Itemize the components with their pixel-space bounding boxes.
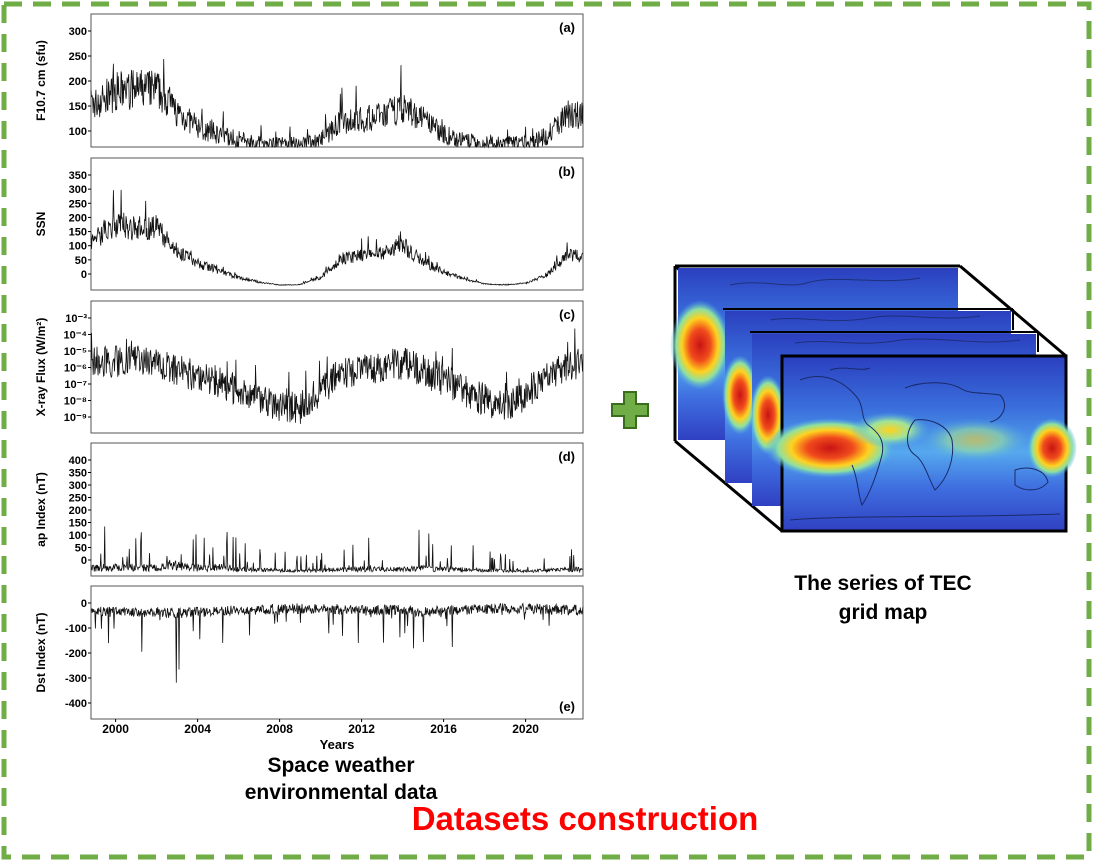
space-weather-caption: Space weather environmental data — [236, 752, 446, 806]
y-tick-label: 350 — [69, 468, 87, 480]
panel-tag: (c) — [559, 307, 575, 322]
y-tick-label: 10⁻³ — [65, 313, 87, 325]
y-tick-label: 150 — [69, 227, 87, 239]
y-tick-label: 250 — [69, 198, 87, 210]
panel-c: 10⁻³ 10⁻⁴ 10⁻⁵ 10⁻⁶ 10⁻⁷ 10⁻⁸ 10⁻⁹ X-ray Flux (… — [34, 300, 584, 434]
x-tick-label: 2020 — [512, 722, 539, 736]
x-tick-label: 2004 — [184, 722, 211, 736]
y-tick-label: 250 — [69, 493, 87, 505]
series-line-b — [90, 189, 584, 286]
panel-e: 0 -100 -200 -300 -400 Dst Index (nT) (e) — [34, 585, 584, 720]
y-tick-label: 50 — [75, 543, 87, 555]
y-tick-label: -100 — [65, 623, 87, 635]
x-tick-label: 2016 — [430, 722, 457, 736]
continent-outlines — [789, 367, 1061, 521]
series-line-e — [90, 602, 584, 683]
tec-map-stack — [670, 264, 1077, 533]
y-axis-label: SSN — [34, 212, 48, 237]
y-tick-label: 10⁻⁹ — [64, 412, 87, 424]
panel-tag: (a) — [559, 20, 575, 35]
y-axis-label: ap Index (nT) — [34, 472, 48, 547]
x-tick-label: 2000 — [102, 722, 129, 736]
y-tick-label: -400 — [65, 698, 87, 710]
y-tick-label: 300 — [69, 26, 87, 38]
panel-b: 350 300 250 200 150 100 50 0 SSN (b) — [34, 157, 584, 291]
y-tick-label: 10⁻⁴ — [64, 330, 87, 342]
x-tick-label: 2008 — [266, 722, 293, 736]
y-tick-label: 0 — [81, 269, 87, 281]
space-weather-caption-line-1: Space weather — [267, 754, 415, 777]
y-tick-label: -300 — [65, 673, 87, 685]
y-tick-label: 250 — [69, 51, 87, 63]
plus-icon — [611, 391, 649, 429]
series-line-a — [90, 58, 584, 149]
x-tick-label: 2012 — [348, 722, 375, 736]
y-tick-label: 150 — [69, 101, 87, 113]
y-axis-label: X-ray Flux (W/m²) — [34, 318, 48, 417]
y-tick-label: 10⁻⁶ — [64, 363, 87, 375]
y-tick-label: 350 — [69, 170, 87, 182]
y-tick-label: 100 — [69, 530, 87, 542]
tec-caption: The series of TEC grid map — [770, 569, 996, 627]
figure-title: Datasets construction — [411, 800, 759, 837]
y-tick-label: 0 — [81, 555, 87, 567]
panel-tag: (b) — [558, 164, 575, 179]
panel-frame — [90, 13, 584, 148]
y-tick-label: 100 — [69, 241, 87, 253]
series-line-d — [90, 526, 584, 574]
y-tick-label: 50 — [75, 255, 87, 267]
tec-caption-line-1: The series of TEC — [794, 572, 972, 595]
y-axis-label: F10.7 cm (sfu) — [34, 40, 48, 121]
panel-frame — [90, 157, 584, 291]
tec-caption-line-2: grid map — [838, 601, 928, 624]
y-tick-label: 150 — [69, 518, 87, 530]
y-tick-label: 200 — [69, 212, 87, 224]
x-axis-ticks: 2000 2004 2008 2012 2016 2020 — [102, 719, 539, 736]
panel-a: 300 250 200 150 100 F10.7 cm (sfu) (a) — [34, 13, 584, 149]
y-tick-label: -200 — [65, 648, 87, 660]
y-axis-label: Dst Index (nT) — [34, 612, 48, 692]
panel-tag: (e) — [559, 699, 575, 714]
y-tick-label: 300 — [69, 480, 87, 492]
x-axis-label: Years — [320, 737, 355, 752]
y-tick-label: 10⁻⁸ — [64, 396, 87, 408]
panel-frame — [90, 300, 584, 434]
y-tick-label: 10⁻⁷ — [64, 379, 87, 391]
y-tick-label: 0 — [81, 598, 87, 610]
y-tick-label: 300 — [69, 184, 87, 196]
panel-tag: (d) — [558, 449, 575, 464]
y-tick-label: 10⁻⁵ — [64, 346, 87, 358]
y-tick-label: 100 — [69, 126, 87, 138]
y-tick-label: 200 — [69, 76, 87, 88]
y-tick-label: 400 — [69, 455, 87, 467]
panel-frame — [90, 442, 584, 577]
tec-map-layer-front — [729, 277, 1077, 533]
series-line-c — [90, 328, 584, 424]
y-tick-label: 200 — [69, 505, 87, 517]
space-weather-caption-line-2: environmental data — [244, 781, 438, 804]
